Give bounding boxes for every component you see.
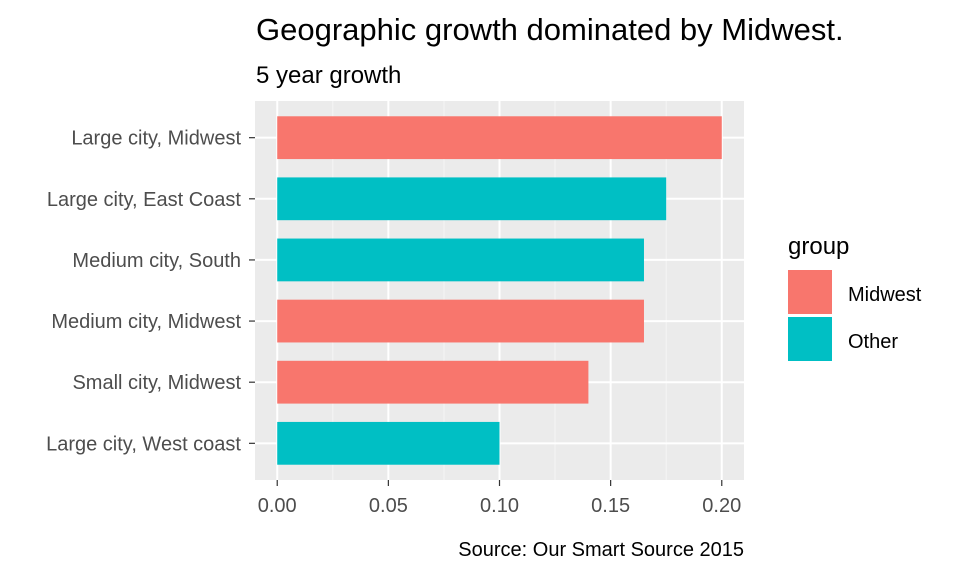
legend-title: group (788, 233, 849, 260)
category-label: Large city, Midwest (71, 128, 241, 150)
bar (277, 299, 644, 343)
y-axis: Large city, Midwest Large city, East Coas… (46, 128, 255, 455)
x-tick-label: 0.10 (480, 495, 519, 517)
x-axis: 0.00 0.05 0.10 0.15 0.20 (258, 480, 741, 517)
category-label: Large city, East Coast (47, 189, 242, 211)
bar (277, 116, 722, 160)
bars (277, 116, 722, 465)
chart-caption: Source: Our Smart Source 2015 (458, 539, 744, 561)
legend-label-other: Other (848, 331, 898, 353)
category-label: Medium city, Midwest (51, 311, 241, 333)
legend-key-other (788, 317, 832, 361)
x-tick-label: 0.20 (702, 495, 741, 517)
x-tick-label: 0.05 (369, 495, 408, 517)
legend-label-midwest: Midwest (848, 284, 922, 306)
category-label: Large city, West coast (46, 433, 241, 455)
bar (277, 238, 644, 282)
legend: group Midwest Other (788, 233, 922, 361)
bar (277, 360, 589, 404)
x-tick-label: 0.15 (591, 495, 630, 517)
category-label: Small city, Midwest (72, 372, 241, 394)
chart-subtitle: 5 year growth (256, 62, 401, 89)
bar (277, 421, 500, 465)
bar (277, 177, 667, 221)
category-label: Medium city, South (72, 250, 241, 272)
chart-title: Geographic growth dominated by Midwest. (256, 12, 844, 47)
minor-gridlines (332, 101, 667, 480)
x-tick-label: 0.00 (258, 495, 297, 517)
legend-key-midwest (788, 270, 832, 314)
